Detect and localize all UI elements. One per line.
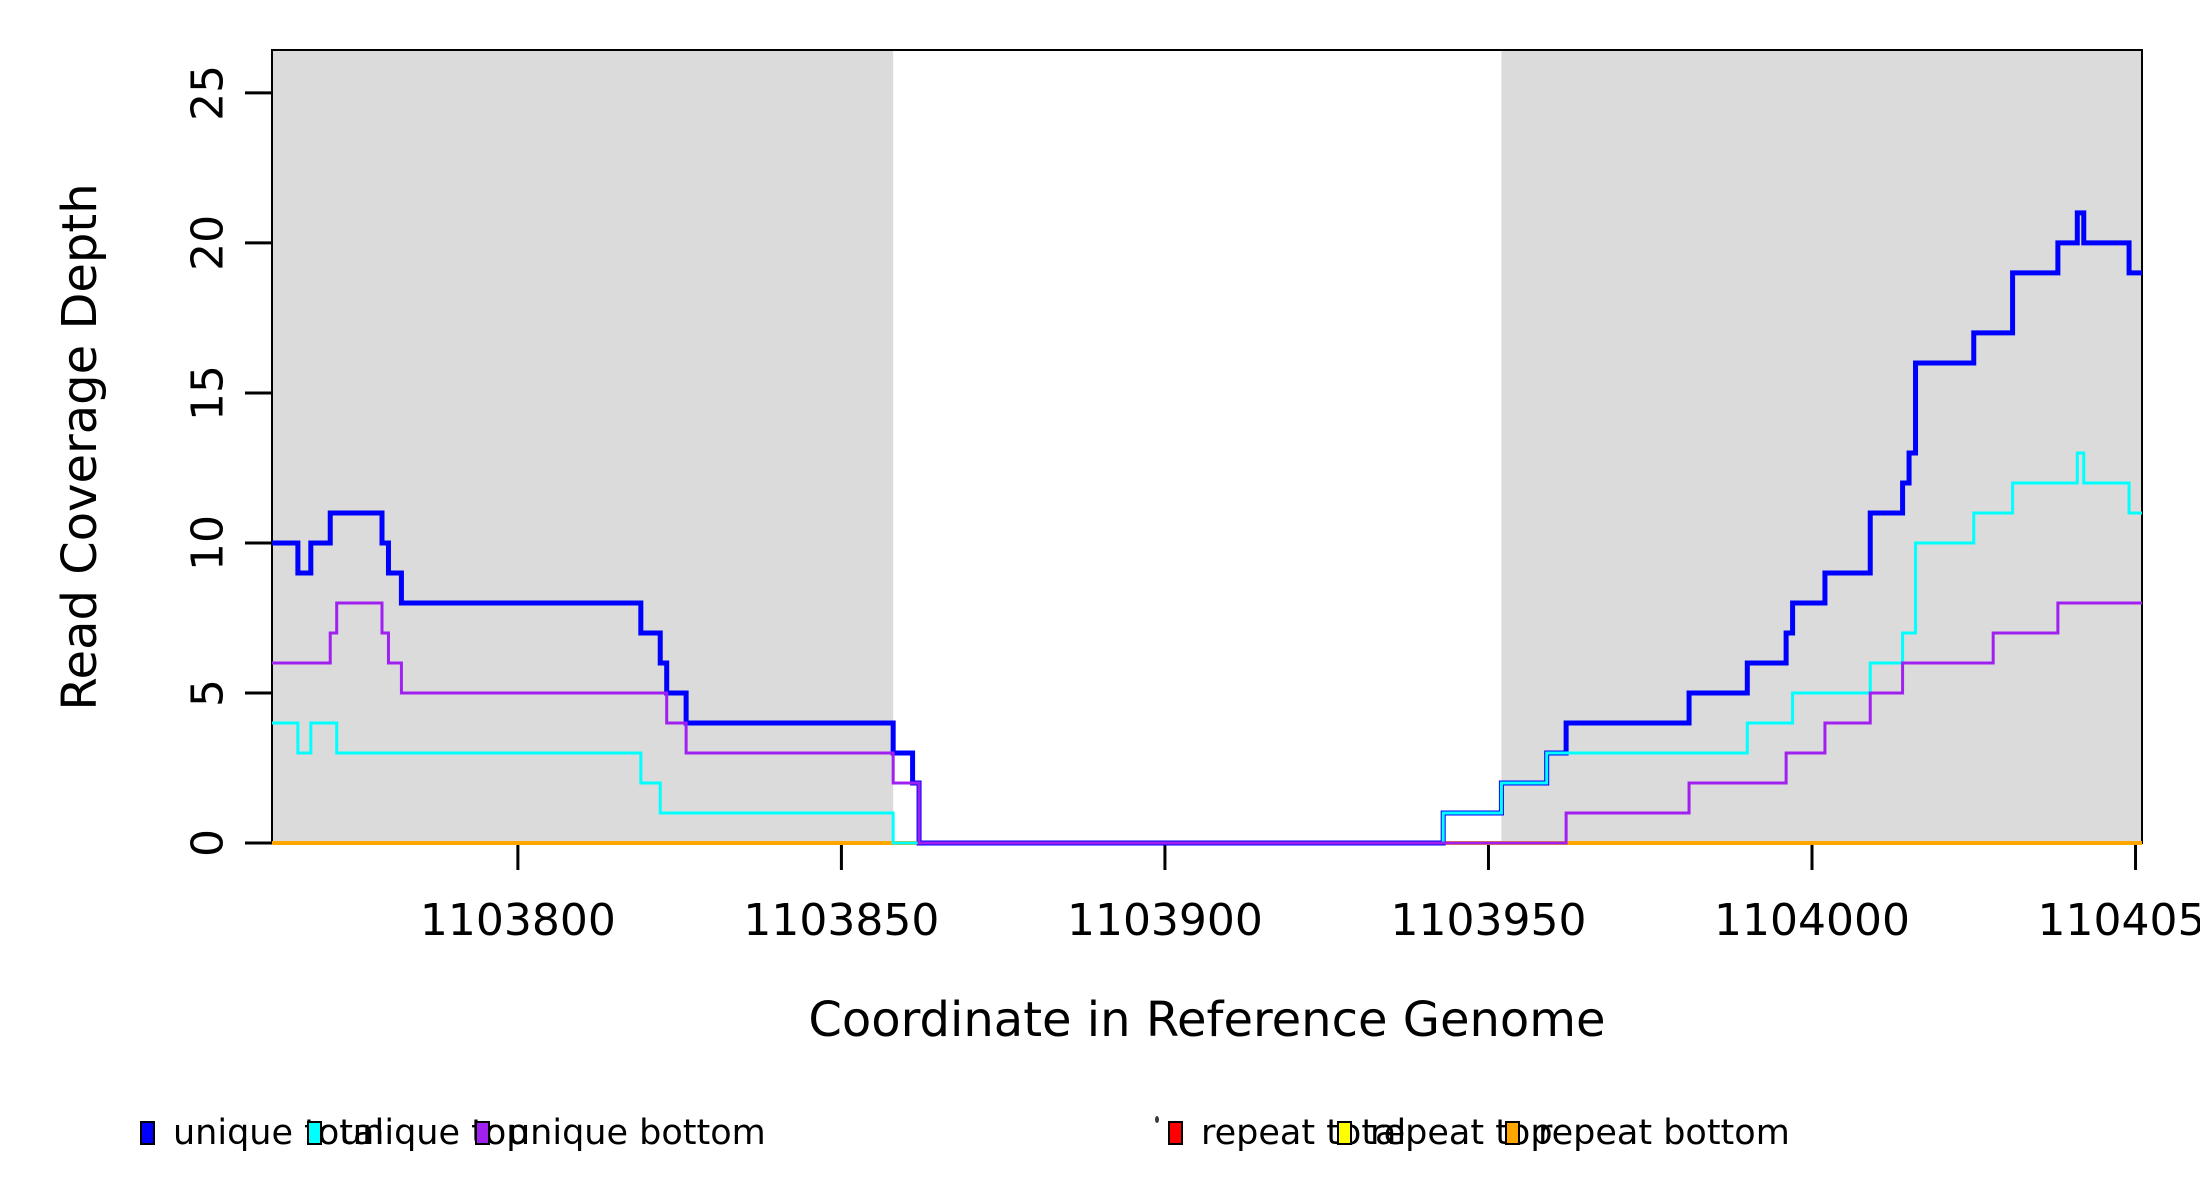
y-axis-title: Read Coverage Depth	[52, 183, 108, 711]
x-axis-tick-label: 1103800	[420, 895, 616, 946]
legend-swatch-repeat-top	[1337, 1121, 1352, 1145]
legend-item-unique-top: unique top	[307, 1108, 529, 1158]
legend-label-unique-top: unique top	[340, 1113, 529, 1153]
legend-swatch-repeat-bottom	[1505, 1121, 1520, 1145]
legend-swatch-unique-bottom	[475, 1121, 490, 1145]
legend: unique total unique top unique bottom repea…	[0, 1108, 2200, 1160]
legend-item-repeat-total: repeat total	[1168, 1108, 1406, 1158]
series-line-unique-bottom	[272, 601, 2142, 845]
x-axis-tick-label: 1103950	[1390, 895, 1586, 946]
x-axis-tick-label: 1103900	[1067, 895, 1263, 946]
legend-item-unique-total: unique total	[140, 1108, 384, 1158]
y-axis-tick-label: 20	[183, 215, 234, 271]
legend-label-repeat-total: repeat total	[1201, 1113, 1407, 1153]
y-axis-tick-label: 15	[183, 365, 234, 421]
legend-label-unique-bottom: unique bottom	[508, 1113, 766, 1153]
legend-swatch-repeat-total	[1168, 1121, 1183, 1145]
legend-label-repeat-top: repeat top	[1370, 1113, 1553, 1153]
legend-swatch-unique-top	[307, 1121, 322, 1145]
y-axis-tick-label: 10	[183, 515, 234, 571]
stray-dot-artifact	[1155, 1116, 1159, 1123]
shaded-region	[1501, 50, 2142, 843]
y-axis-tick-label: 5	[183, 679, 234, 707]
legend-item-unique-bottom: unique bottom	[475, 1108, 766, 1158]
shaded-region	[272, 50, 894, 843]
y-axis-tick-label: 25	[183, 65, 234, 121]
legend-swatch-unique-total	[140, 1121, 155, 1145]
x-axis-tick-label: 1103850	[743, 895, 939, 946]
y-axis-tick-label: 0	[183, 829, 234, 857]
legend-item-repeat-bottom: repeat bottom	[1505, 1108, 1790, 1158]
x-axis-tick-label: 1104000	[1714, 895, 1910, 946]
x-axis-title: Coordinate in Reference Genome	[808, 992, 1606, 1048]
legend-label-repeat-bottom: repeat bottom	[1538, 1113, 1790, 1153]
legend-label-unique-total: unique total	[173, 1113, 385, 1153]
series-line-unique-top	[272, 451, 2142, 845]
legend-item-repeat-top: repeat top	[1337, 1108, 1553, 1158]
